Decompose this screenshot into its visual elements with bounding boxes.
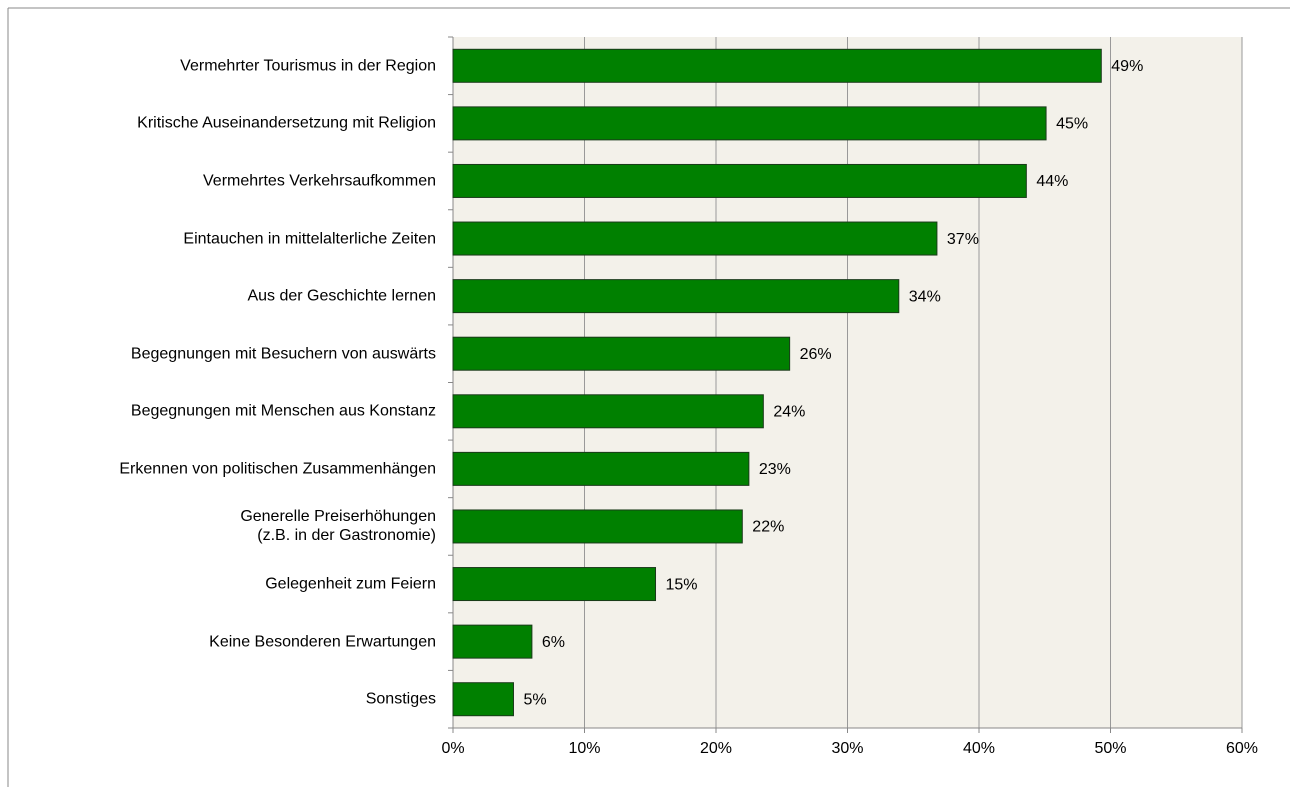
data-label: 37% [947, 231, 979, 248]
y-tick-label: Begegnungen mit Menschen aus Konstanz [130, 402, 436, 420]
x-tick-label: 30% [831, 740, 863, 757]
bar [452, 394, 764, 429]
y-tick-label: Gelegenheit zum Feiern [265, 575, 436, 593]
bar [452, 451, 750, 486]
x-tick-label: 10% [568, 740, 600, 757]
y-tick-label: Begegnungen mit Besuchern von auswärts [130, 345, 436, 363]
bar [452, 106, 1047, 141]
bar [452, 682, 514, 717]
bar [452, 336, 791, 371]
bar [452, 509, 743, 544]
y-tick-label: Generelle Preiserhöhungen (z.B. in der G… [240, 508, 436, 545]
data-label: 15% [666, 576, 698, 593]
y-tick-label: Keine Besonderen Erwartungen [209, 633, 436, 651]
data-label: 23% [759, 461, 791, 478]
data-label: 22% [752, 519, 784, 536]
y-tick-label: Vermehrter Tourismus in der Region [180, 57, 436, 75]
data-label: 5% [523, 691, 546, 708]
y-tick-label: Vermehrtes Verkehrsaufkommen [203, 172, 436, 190]
x-tick-label: 60% [1226, 740, 1258, 757]
data-label: 45% [1056, 116, 1088, 133]
y-tick-label: Erkennen von politischen Zusammenhängen [119, 460, 436, 478]
bar [452, 163, 1027, 198]
x-tick-label: 20% [700, 740, 732, 757]
bar [452, 279, 900, 314]
x-tick-label: 40% [963, 740, 995, 757]
y-tick-label: Eintauchen in mittelalterliche Zeiten [183, 230, 436, 248]
bar [452, 624, 533, 659]
data-label: 49% [1111, 58, 1143, 75]
data-label: 6% [542, 634, 565, 651]
x-tick-label: 0% [441, 740, 464, 757]
y-tick-label: Aus der Geschichte lernen [247, 287, 436, 305]
data-label: 44% [1036, 173, 1068, 190]
y-tick-label: Kritische Auseinandersetzung mit Religio… [137, 114, 436, 132]
data-label: 26% [800, 346, 832, 363]
bar [452, 221, 938, 256]
y-tick-label: Sonstiges [365, 690, 436, 708]
x-tick-label: 50% [1094, 740, 1126, 757]
data-label: 34% [909, 288, 941, 305]
bar [452, 48, 1102, 83]
bar [452, 567, 657, 602]
data-label: 24% [773, 404, 805, 421]
